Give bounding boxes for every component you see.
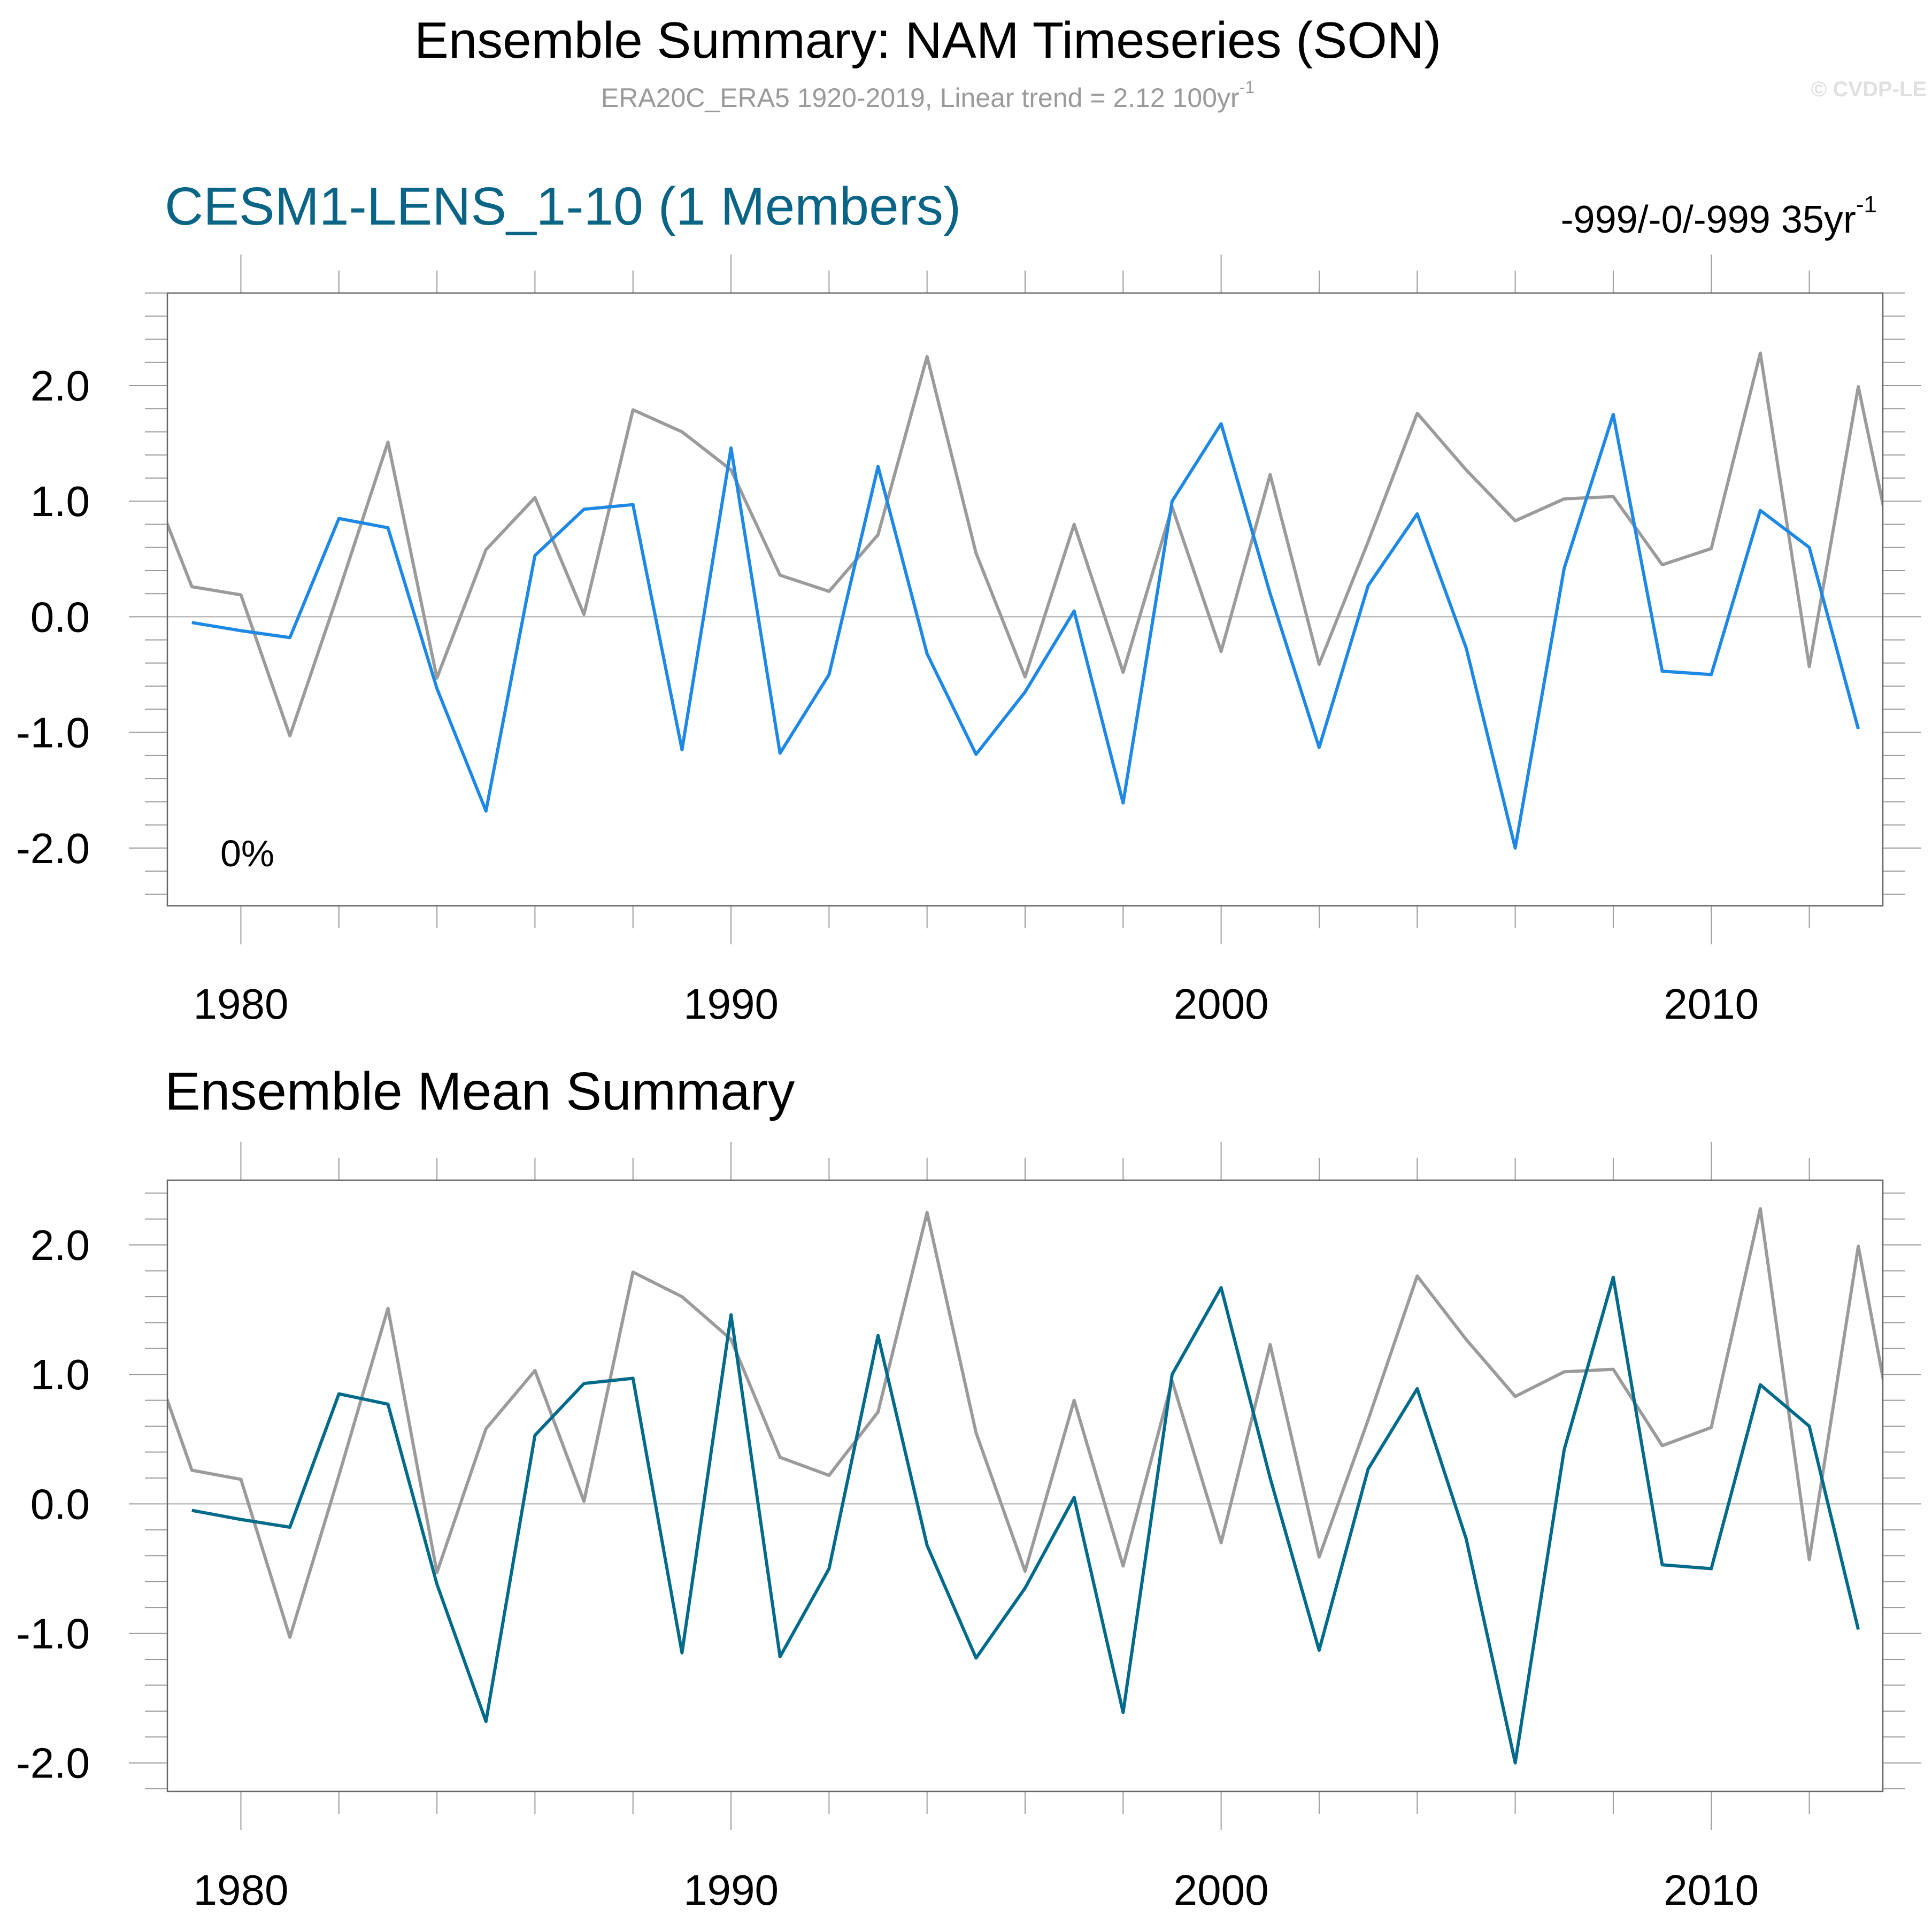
x-tick-label: 1980 xyxy=(194,1866,289,1914)
plot-frame xyxy=(166,292,1884,907)
panel-title: CESM1-LENS_1-10 (1 Members) xyxy=(165,176,961,236)
panel-title: Ensemble Mean Summary xyxy=(165,1061,795,1121)
y-tick-label: -2.0 xyxy=(16,1740,90,1787)
trend-annotation: -999/-0/-999 35yr-1 xyxy=(1561,191,1877,241)
trend-superscript: -1 xyxy=(1856,191,1877,218)
y-tick-label: 2.0 xyxy=(30,1221,90,1269)
x-tick-label: 2000 xyxy=(1174,980,1269,1028)
panel-ensemble-mean: Ensemble Mean Summary 2.0 1.0 0.0 -1.0 -2.0 1… xyxy=(16,1061,1921,1914)
panel-member: CESM1-LENS_1-10 (1 Members) -999/-0/-999… xyxy=(16,176,1921,1028)
y-tick-label: 1.0 xyxy=(30,478,90,525)
figure-title: Ensemble Summary: NAM Timeseries (SON) xyxy=(414,12,1441,69)
x-tick-label: 2000 xyxy=(1174,1866,1269,1914)
series-line-observations xyxy=(167,1207,1883,1639)
series-line-observations xyxy=(167,351,1883,738)
y-tick-label: 1.0 xyxy=(30,1351,90,1398)
y-tick-label: 0.0 xyxy=(30,1480,90,1528)
subtitle-superscript: -1 xyxy=(1240,78,1254,97)
y-tick-label: -2.0 xyxy=(16,825,90,872)
series-line-ensemble-mean xyxy=(191,1275,1860,1765)
trend-text: -999/-0/-999 35yr xyxy=(1561,198,1856,241)
copyright-watermark: © CVDP-LE xyxy=(1811,78,1927,101)
percent-annotation: 0% xyxy=(220,833,274,874)
series-line-member xyxy=(191,413,1860,850)
x-tick-label: 1990 xyxy=(683,980,779,1028)
y-tick-label: -1.0 xyxy=(16,709,90,757)
y-tick-label: 0.0 xyxy=(30,593,90,641)
x-tick-label: 1980 xyxy=(194,980,289,1028)
x-tick-label: 1990 xyxy=(683,1866,779,1914)
y-tick-label: 2.0 xyxy=(30,362,90,410)
x-tick-label: 2010 xyxy=(1664,980,1759,1028)
plot-frame xyxy=(166,1179,1884,1792)
subtitle-text: ERA20C_ERA5 1920-2019, Linear trend = 2.… xyxy=(601,83,1240,113)
x-tick-label: 2010 xyxy=(1664,1866,1759,1914)
figure-subtitle: ERA20C_ERA5 1920-2019, Linear trend = 2.… xyxy=(601,78,1254,113)
y-tick-label: -1.0 xyxy=(16,1610,90,1658)
